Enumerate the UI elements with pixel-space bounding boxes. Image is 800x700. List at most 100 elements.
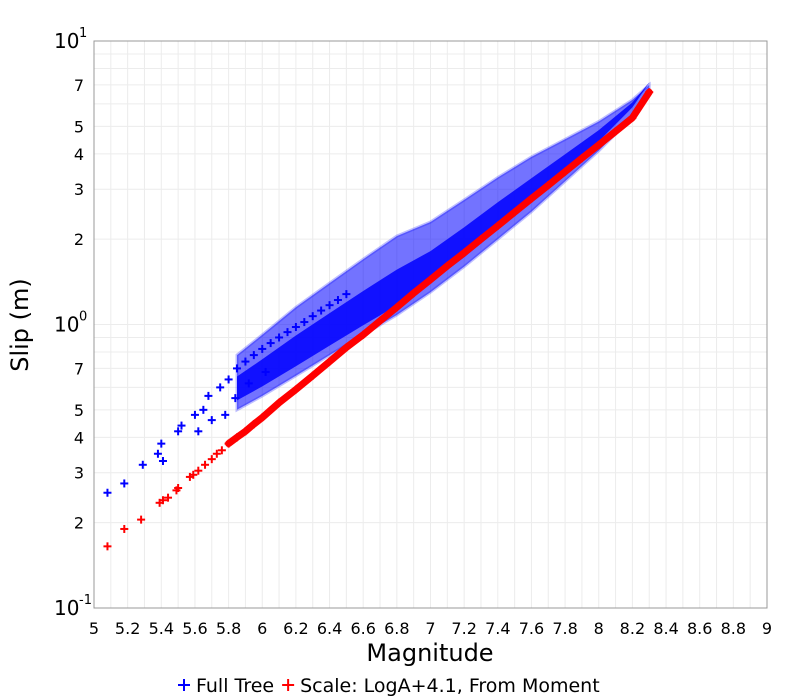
x-tick-label: 5.6 — [182, 619, 207, 638]
x-axis-ticks: 5 5.2 5.4 5.6 5.8 6 6.2 6.4 6.6 6.8 7 7.2 7.4 7.6 7.8 8… — [89, 619, 772, 638]
scale-point — [120, 524, 129, 533]
scale-point — [275, 398, 284, 407]
full-tree-point — [261, 367, 270, 376]
full-tree-point — [216, 383, 225, 392]
full-tree-band-core — [237, 82, 650, 401]
x-tick-label: 6 — [257, 619, 267, 638]
full-tree-point — [308, 312, 317, 321]
x-tick-label: 5.2 — [115, 619, 140, 638]
scale-point — [426, 275, 435, 284]
full-tree-point — [233, 364, 242, 373]
scale-point — [611, 127, 620, 136]
full-tree-point — [157, 439, 166, 448]
scale-point — [443, 261, 452, 270]
y-axis-title: Slip (m) — [6, 278, 34, 372]
full-tree-point — [283, 328, 292, 337]
full-tree-point — [291, 322, 300, 331]
full-tree-point — [177, 421, 186, 430]
y-tick-label: 7 — [74, 359, 84, 378]
full-tree-point — [300, 318, 309, 327]
scale-point — [577, 154, 586, 163]
legend-marker — [282, 679, 295, 691]
legend-label: Full Tree — [196, 675, 274, 697]
full-tree-point — [275, 333, 284, 342]
scale-point — [409, 289, 418, 298]
x-tick-label: 7 — [425, 619, 435, 638]
y-tick-label: 4 — [74, 428, 84, 447]
x-tick-label: 8.6 — [687, 619, 712, 638]
scale-point — [476, 235, 485, 244]
x-tick-label: 6.4 — [317, 619, 342, 638]
scale-point — [164, 493, 173, 502]
full-tree-point — [138, 460, 147, 469]
full-tree-point — [153, 449, 162, 458]
x-tick-label: 8 — [594, 619, 604, 638]
scale-point — [594, 140, 603, 149]
x-tick-label: 5.8 — [216, 619, 241, 638]
legend-label: Scale: LogA+4.1, From Moment — [300, 675, 600, 697]
scale-point — [527, 194, 536, 203]
legend: Full Tree Scale: LogA+4.1, From Moment — [178, 675, 600, 697]
scale-point — [544, 181, 553, 190]
x-tick-label: 6.6 — [350, 619, 375, 638]
scale-point — [137, 515, 146, 524]
scale-point — [628, 113, 637, 122]
scale-point — [233, 433, 242, 442]
scale-point — [224, 439, 233, 448]
y-tick-label: 4 — [74, 145, 84, 164]
scale-point — [342, 343, 351, 352]
scale-point — [493, 221, 502, 230]
x-tick-label: 8.2 — [620, 619, 645, 638]
y-decade-exponent: -1 — [79, 593, 92, 608]
scale-point — [645, 88, 654, 97]
scatter-points — [103, 88, 654, 551]
y-tick-label: 5 — [74, 117, 84, 136]
scale-point — [212, 449, 221, 458]
x-tick-label: 7.6 — [519, 619, 544, 638]
full-tree-point — [333, 296, 342, 305]
scale-point — [561, 167, 570, 176]
x-tick-label: 8.4 — [653, 619, 678, 638]
y-decade-exponent: 0 — [79, 310, 87, 325]
y-tick-label: 2 — [74, 514, 84, 533]
scale-point — [103, 542, 112, 551]
full-tree-point — [266, 339, 275, 348]
scale-point — [249, 420, 258, 429]
scale-point — [376, 316, 385, 325]
full-tree-point — [244, 379, 253, 388]
x-tick-label: 8.8 — [721, 619, 746, 638]
full-tree-point — [224, 375, 233, 384]
y-decade-exponent: 1 — [79, 26, 87, 41]
plot-frame — [93, 40, 768, 609]
x-tick-label: 9 — [762, 619, 772, 638]
full-tree-point — [317, 306, 326, 315]
full-tree-point — [174, 427, 183, 436]
scale-point — [194, 466, 203, 475]
scale-point — [217, 446, 226, 455]
full-tree-point — [194, 427, 203, 436]
x-tick-label: 5 — [89, 619, 99, 638]
full-tree-point — [342, 290, 351, 299]
x-tick-label: 7.4 — [485, 619, 510, 638]
x-tick-label: 6.8 — [384, 619, 409, 638]
x-tick-label: 7.8 — [552, 619, 577, 638]
legend-item: Full Tree — [178, 675, 274, 697]
scale-point — [174, 484, 183, 493]
y-tick-label: 3 — [74, 180, 84, 199]
y-tick-label: 3 — [74, 464, 84, 483]
scale-point — [207, 455, 216, 464]
y-decade-label: 10 — [54, 596, 79, 620]
scale-point — [510, 208, 519, 217]
scale-point — [158, 496, 167, 505]
y-decade-label: 10 — [54, 313, 79, 337]
scale-point — [460, 248, 469, 257]
full-tree-point — [120, 479, 129, 488]
grid — [93, 40, 768, 609]
full-tree-point — [258, 344, 267, 353]
y-decade-label: 10 — [54, 29, 79, 53]
full-tree-point — [190, 410, 199, 419]
legend-marker — [178, 679, 190, 691]
full-tree-point — [249, 351, 258, 360]
scale-point — [189, 470, 198, 479]
full-tree-point — [207, 416, 216, 425]
